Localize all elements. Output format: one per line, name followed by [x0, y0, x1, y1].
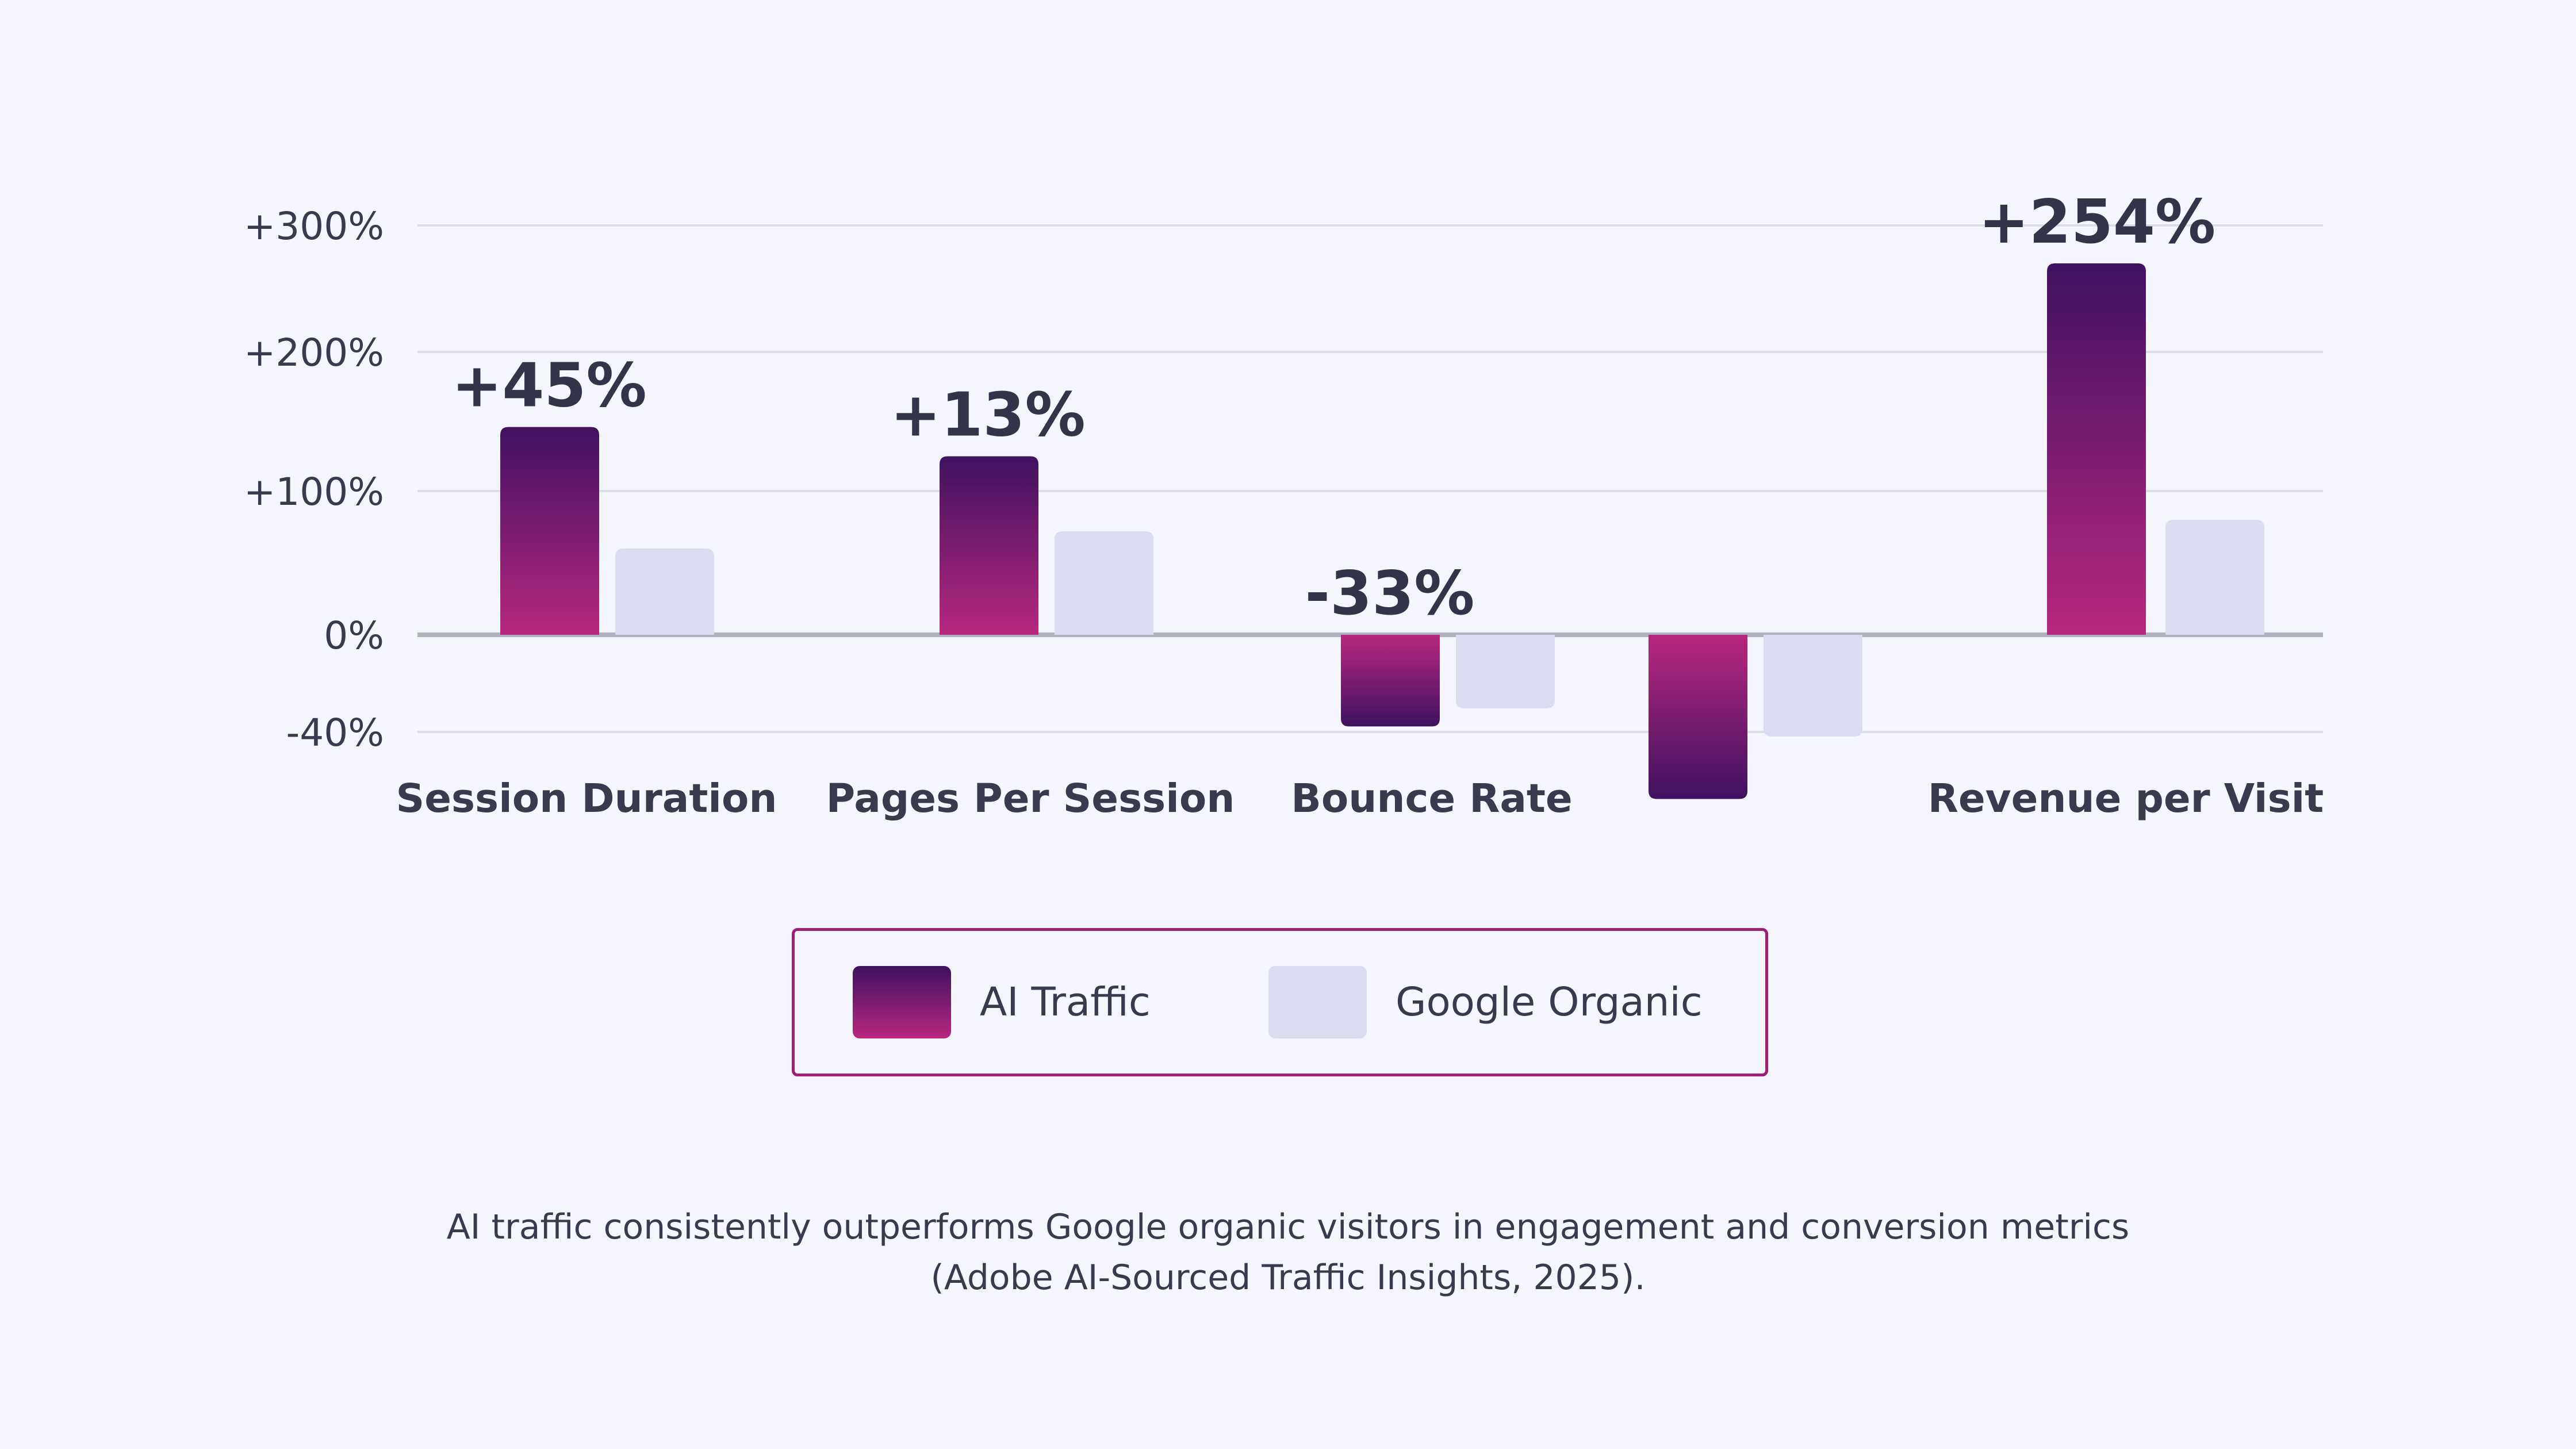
category-label-session-duration: Session Duration	[396, 776, 777, 822]
data-label-bounce-rate: -33%	[1305, 558, 1475, 628]
bar-ai-unlabeled-3	[1649, 635, 1747, 799]
caption: AI traffic consistently outperforms Goog…	[0, 1202, 2576, 1303]
caption-line-2: (Adobe AI-Sourced Traffic Insights, 2025…	[930, 1258, 1646, 1298]
bar-google-revenue-per-visit	[2165, 520, 2264, 635]
bars	[500, 263, 2264, 799]
y-axis-tick-labels: +300% +200% +100% 0% -40%	[244, 204, 384, 755]
legend-item-ai-traffic: AI Traffic	[853, 931, 1151, 1074]
bar-google-pages-per-session	[1055, 531, 1153, 635]
data-label-pages-per-session: +13%	[890, 380, 1085, 450]
bar-chart: +300%+200%+100%0%-40% +45% +13%-33%+254% …	[244, 187, 2324, 822]
bar-google-bounce-rate	[1456, 635, 1555, 708]
y-tick-label: -40%	[286, 711, 384, 755]
y-tick-label: +300%	[244, 204, 384, 248]
bar-ai-bounce-rate	[1341, 635, 1440, 727]
category-label-revenue-per-visit: Revenue per Visit	[1928, 776, 2324, 822]
legend: AI Traffic Google Organic	[792, 928, 1768, 1076]
y-tick-label: +100%	[244, 470, 384, 514]
bar-ai-revenue-per-visit	[2047, 263, 2146, 635]
bar-google-unlabeled-3	[1764, 635, 1862, 737]
category-label-pages-per-session: Pages Per Session	[826, 776, 1235, 822]
legend-swatch-google-organic	[1268, 966, 1367, 1038]
legend-label-google-organic: Google Organic	[1396, 979, 1703, 1025]
y-tick-label: +200%	[244, 331, 384, 375]
legend-label-ai-traffic: AI Traffic	[980, 979, 1151, 1025]
bar-ai-session-duration	[500, 427, 599, 635]
data-label-session-duration: +45%	[451, 351, 646, 421]
bar-ai-pages-per-session	[940, 456, 1038, 635]
legend-swatch-ai-traffic	[853, 966, 951, 1038]
data-label-revenue-per-visit: +254%	[1979, 187, 2215, 257]
bar-google-session-duration	[615, 549, 714, 635]
category-label-bounce-rate: Bounce Rate	[1291, 776, 1572, 822]
caption-line-1: AI traffic consistently outperforms Goog…	[446, 1207, 2130, 1247]
legend-item-google-organic: Google Organic	[1268, 931, 1703, 1074]
x-axis-category-labels: Session Duration Pages Per Session Bounce …	[396, 776, 2324, 822]
data-labels: +45% +13% -33% +254%	[451, 187, 2215, 628]
y-tick-label: 0%	[324, 614, 384, 658]
